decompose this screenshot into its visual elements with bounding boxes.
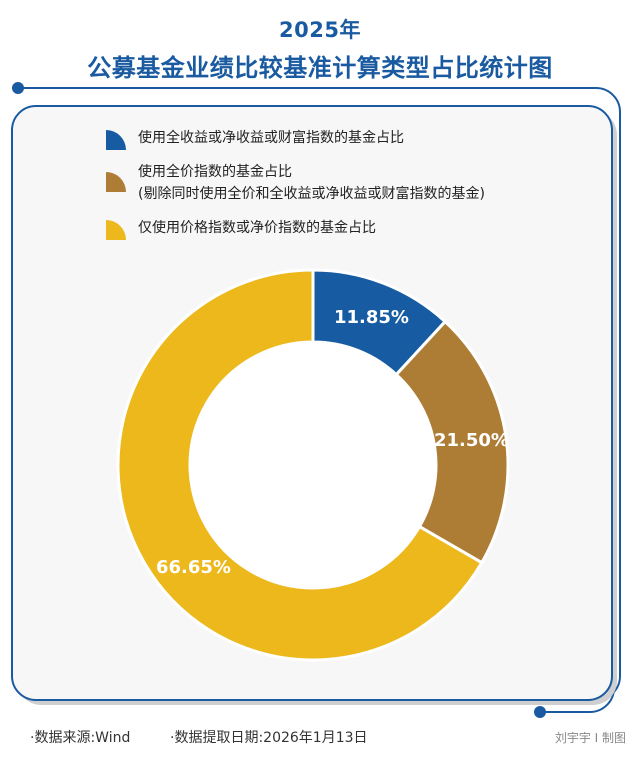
legend-label: 使用全收益或净收益或财富指数的基金占比 [138, 130, 404, 146]
slice-label-total-return: 11.85% [334, 307, 409, 328]
legend-sublabel: (剔除同时使用全价和全收益或净收益或财富指数的基金) [138, 186, 485, 202]
legend-label: 使用全价指数的基金占比 [138, 164, 292, 180]
data-source: ·数据来源:Wind [30, 730, 131, 746]
chart-title: 公募基金业绩比较基准计算类型占比统计图 [87, 54, 553, 82]
frame-dot-top [12, 82, 24, 94]
author-credit: 刘宇宇 I 制图 [554, 731, 626, 745]
donut-hole [191, 343, 435, 587]
slice-price-only [116, 268, 484, 662]
slice-full-price [394, 319, 510, 565]
slice-label-full-price: 21.50% [434, 430, 509, 451]
legend-label: 仅使用价格指数或净价指数的基金占比 [138, 220, 376, 236]
slice-label-price-only: 66.65% [156, 557, 231, 578]
chart-year: 2025年 [279, 18, 361, 42]
donut-chart [116, 268, 510, 662]
data-date: ·数据提取日期:2026年1月13日 [170, 730, 368, 746]
